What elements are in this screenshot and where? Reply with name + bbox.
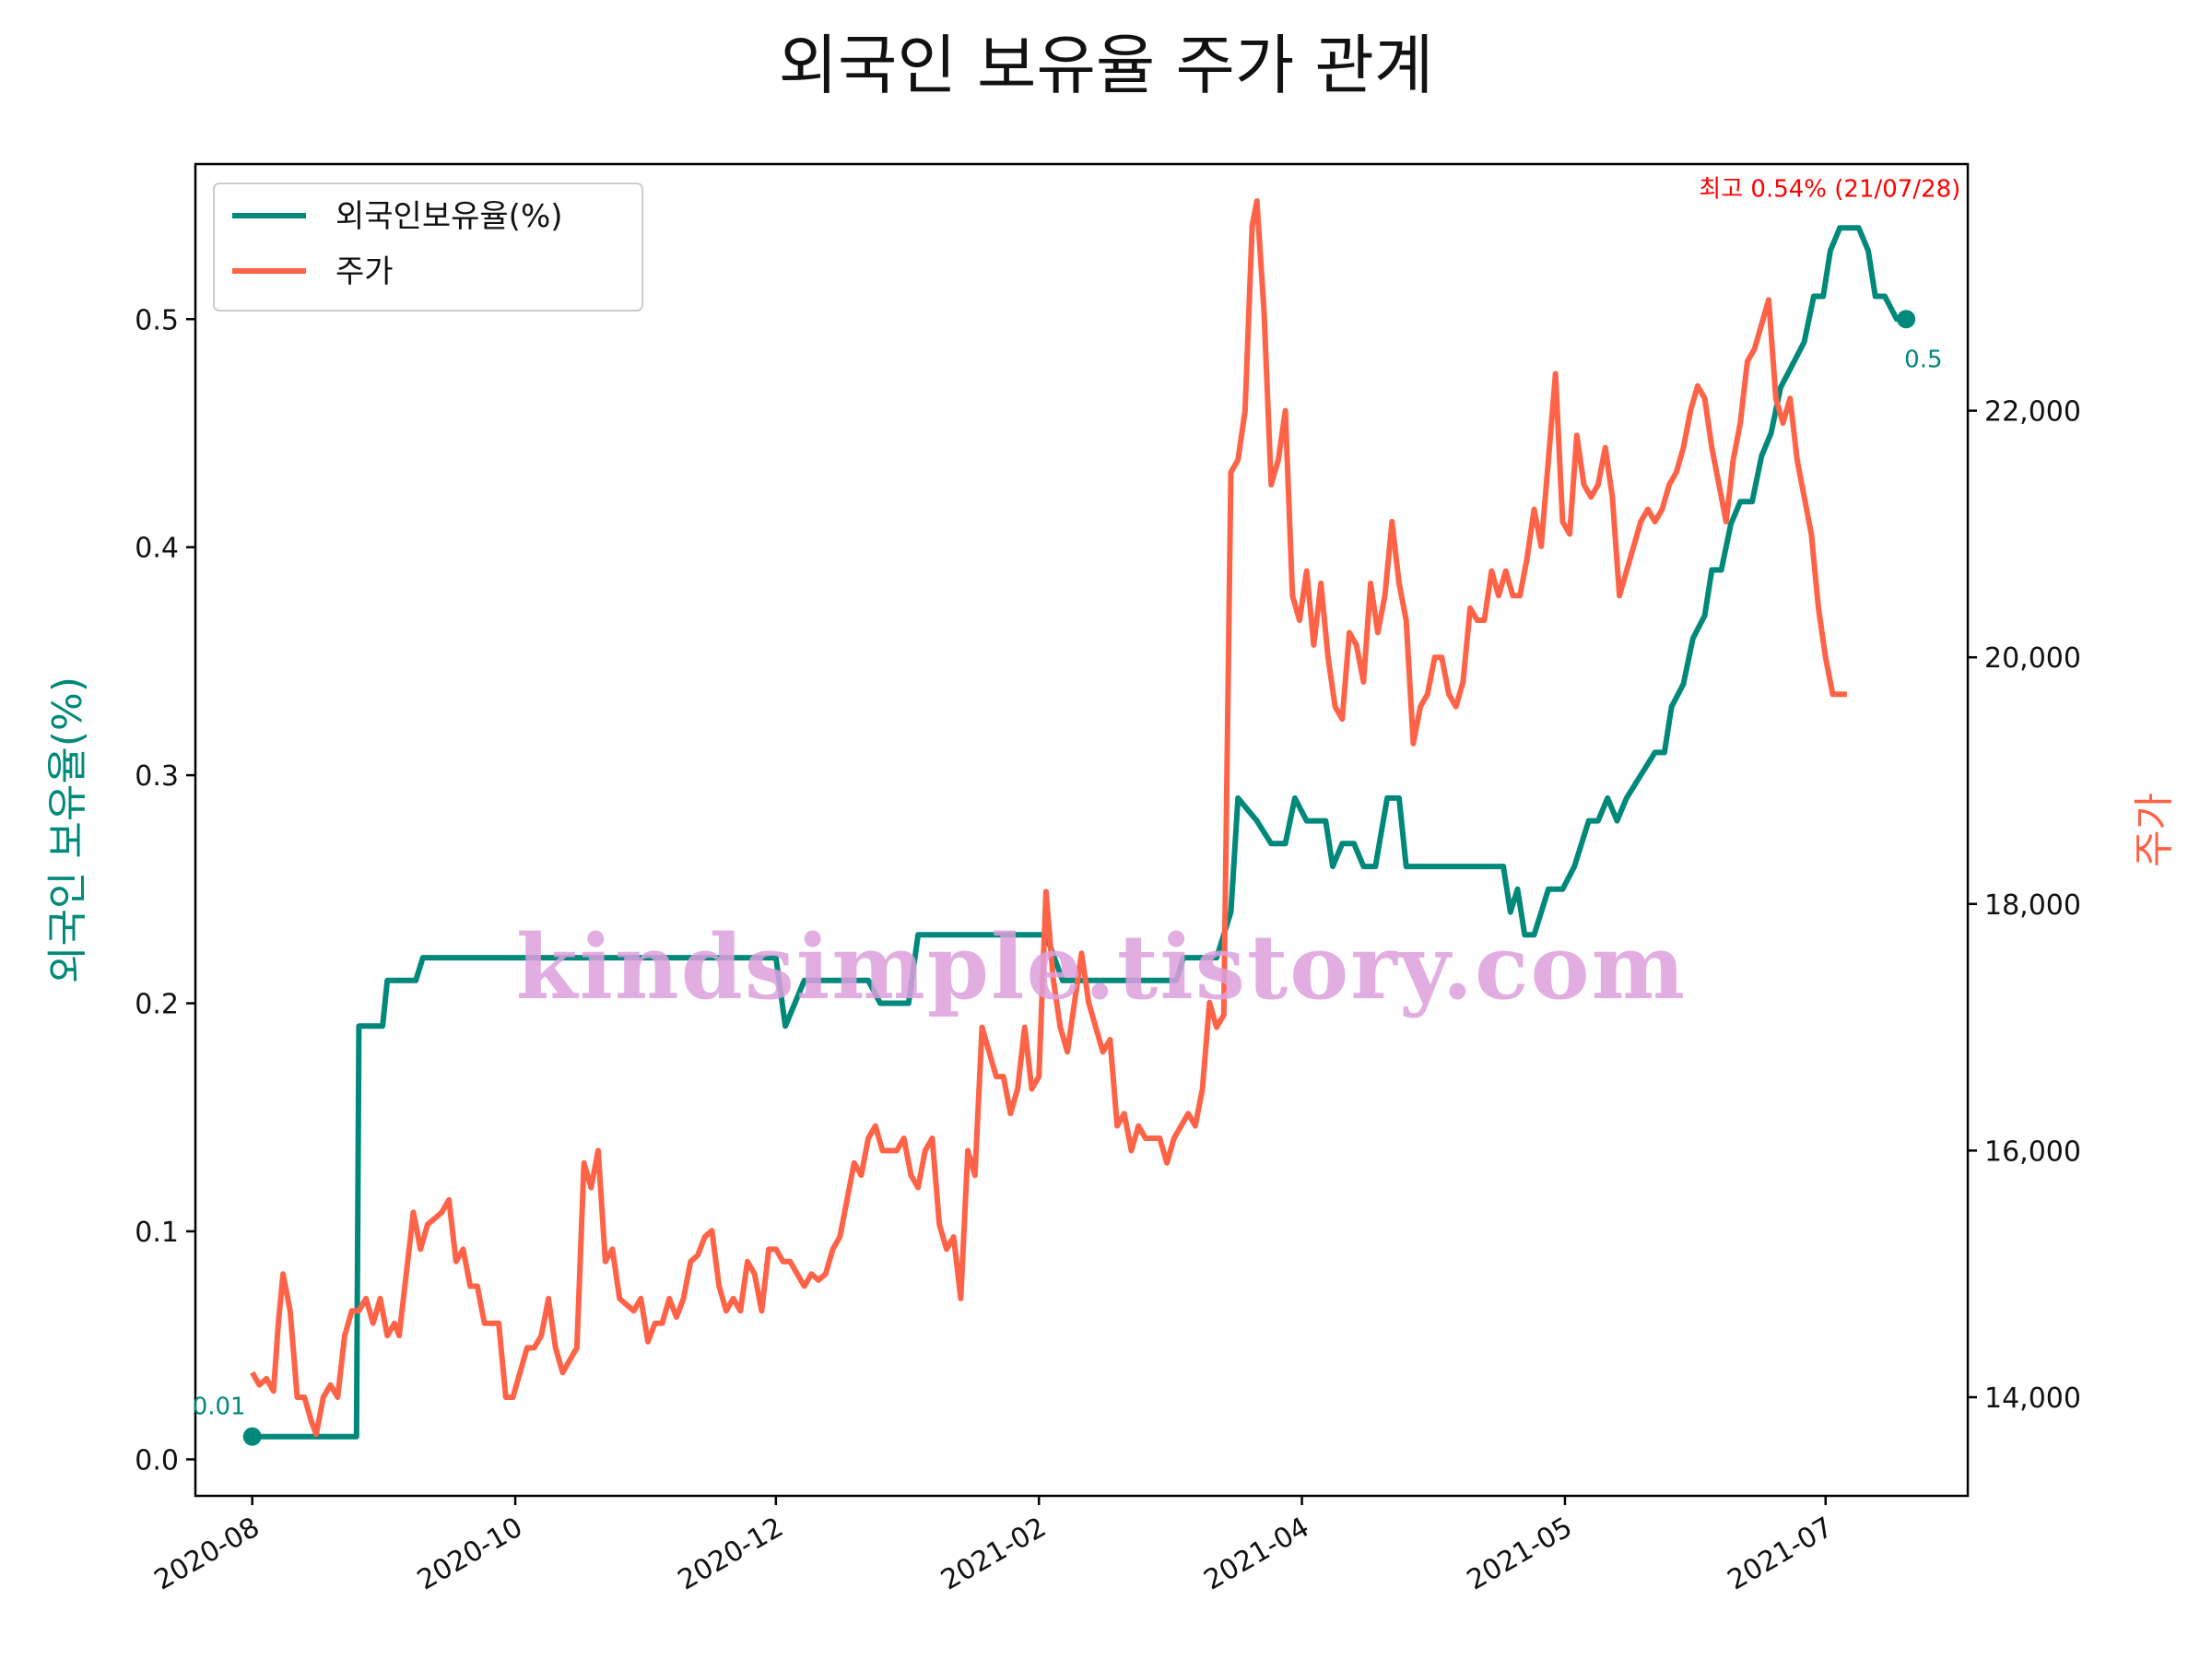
legend-box (213, 182, 643, 312)
legend-label-price: 주가 (335, 253, 394, 290)
x-tick-label: 2021-07 (1723, 1512, 1839, 1597)
axes-frame (194, 162, 1970, 1498)
legend: 외국인보유율(%) 주가 (213, 182, 643, 312)
left-y-tick-label: 0.5 (135, 304, 179, 336)
watermark-layer: kindsimple.tistory.com (516, 915, 1687, 1019)
right-axis-title: 주가 (2131, 793, 2178, 867)
start-point-label: 0.01 (193, 1394, 246, 1421)
series-layer (242, 198, 1916, 1446)
right-y-tick-label: 22,000 (1984, 396, 2081, 429)
left-y-tick-label: 0.4 (135, 533, 179, 565)
right-y-tick-label: 18,000 (1984, 889, 2081, 922)
plot-background (195, 164, 1968, 1496)
series-line-price (250, 198, 1847, 1438)
end-point-label: 0.5 (1904, 346, 1942, 373)
right-y-tick-label: 16,000 (1984, 1135, 2081, 1168)
x-tick-label: 2020-12 (673, 1512, 789, 1597)
left-axis-title: 외국인 보유율(%) (44, 677, 91, 983)
plot-area (195, 164, 1968, 1496)
x-tick-label: 2021-04 (1199, 1512, 1315, 1597)
left-y-tick-label: 0.3 (135, 760, 179, 793)
x-tick-label: 2020-10 (412, 1512, 528, 1597)
start-point-marker (242, 1427, 262, 1446)
left-y-tick-label: 0.1 (135, 1217, 179, 1249)
left-y-tick-label: 0.0 (135, 1444, 179, 1477)
watermark: kindsimple.tistory.com (516, 915, 1687, 1019)
right-y-tick-label: 14,000 (1984, 1382, 2081, 1415)
legend-label-ratio: 외국인보유율(%) (335, 198, 563, 235)
x-tick-label: 2020-08 (149, 1512, 265, 1597)
x-tick-label: 2021-02 (935, 1512, 1052, 1597)
chart-title: 외국인 보유율 주가 관계 (779, 28, 1434, 103)
left-y-tick-label: 0.2 (135, 989, 179, 1021)
x-tick-label: 2021-05 (1462, 1512, 1578, 1597)
max-annotation: 최고 0.54% (21/07/28) (1699, 175, 1960, 203)
series-line-ratio (252, 225, 1907, 1440)
annotation-layer: 0.01 0.5 최고 0.54% (21/07/28) (193, 175, 1961, 1420)
right-y-tick-label: 20,000 (1984, 642, 2081, 675)
end-point-marker (1897, 310, 1916, 329)
